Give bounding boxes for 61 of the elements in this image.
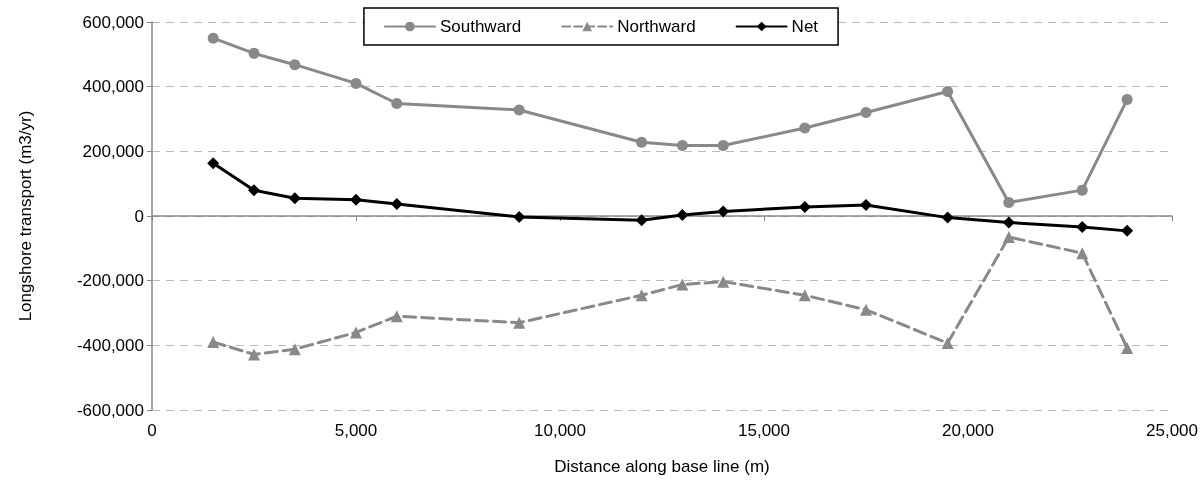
- legend-label: Southward: [439, 17, 522, 36]
- y-tick-label: 600,000: [82, 12, 144, 32]
- legend-label: Net: [791, 17, 819, 36]
- point: [860, 199, 872, 212]
- point: [860, 107, 872, 119]
- point: [1003, 196, 1015, 208]
- point: [248, 184, 260, 197]
- point: [1121, 94, 1133, 106]
- point: [288, 192, 301, 205]
- y-tick-label: 200,000: [82, 141, 144, 161]
- point: [1076, 220, 1089, 233]
- legend-label: Northward: [617, 17, 696, 36]
- point: [798, 289, 811, 302]
- point: [717, 140, 729, 152]
- point: [207, 32, 219, 44]
- x-tick-label: 25,000: [1146, 421, 1198, 440]
- y-axis-title: Longshore transport (m3/yr): [16, 110, 35, 322]
- point: [513, 316, 526, 329]
- point: [248, 47, 260, 59]
- x-tick-label: 10,000: [534, 421, 586, 440]
- point: [1121, 341, 1134, 354]
- point: [391, 97, 403, 109]
- point: [635, 214, 648, 227]
- y-tick-label: 400,000: [82, 77, 144, 97]
- x-tick-label: 0: [147, 421, 157, 440]
- point: [248, 348, 260, 361]
- point: [1121, 224, 1134, 237]
- y-tick-label: 0: [134, 206, 144, 226]
- point: [941, 337, 954, 350]
- y-tick-label: -600,000: [76, 400, 144, 420]
- point: [513, 104, 525, 116]
- point: [1076, 247, 1089, 260]
- point: [942, 86, 954, 98]
- y-tick-label: -400,000: [76, 335, 144, 355]
- point: [676, 140, 688, 152]
- point: [635, 289, 648, 302]
- point: [717, 205, 730, 218]
- point: [636, 136, 648, 148]
- point: [1002, 231, 1015, 244]
- x-tick-label: 5,000: [334, 421, 378, 440]
- point: [288, 343, 301, 356]
- point: [207, 157, 220, 170]
- point: [1002, 216, 1015, 229]
- point: [350, 193, 362, 206]
- point: [390, 310, 403, 323]
- point: [390, 198, 403, 211]
- point: [676, 278, 689, 291]
- point: [717, 275, 730, 288]
- y-tick-label: -200,000: [76, 271, 144, 291]
- x-axis-title: Distance along base line (m): [554, 457, 770, 476]
- point: [941, 211, 954, 224]
- x-tick-label: 20,000: [942, 421, 994, 440]
- point: [1076, 184, 1088, 196]
- x-tick-label: 15,000: [738, 421, 790, 440]
- point: [350, 77, 362, 89]
- point: [289, 59, 301, 71]
- point: [207, 336, 220, 349]
- point: [799, 122, 811, 134]
- point: [350, 326, 362, 339]
- point: [860, 303, 872, 316]
- point: [676, 209, 689, 222]
